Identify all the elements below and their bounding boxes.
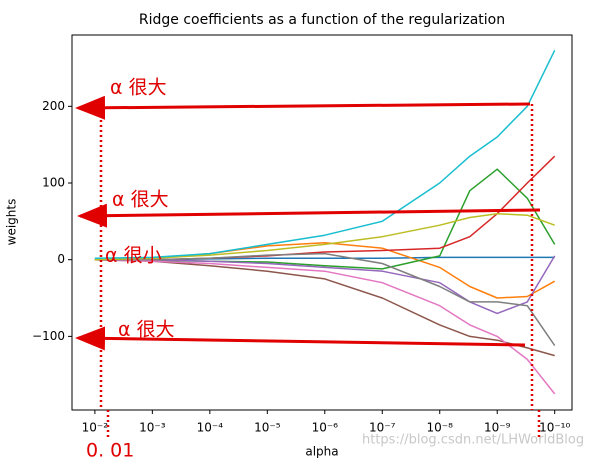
- y-tick-label: 200: [42, 99, 65, 113]
- series-line: [94, 258, 555, 357]
- y-tick-label: −100: [32, 329, 65, 343]
- x-tick-label: 10⁻⁴: [197, 421, 224, 435]
- x-tick-label: 10⁻⁶: [312, 421, 339, 435]
- arrow: [75, 326, 526, 351]
- series-line: [94, 49, 556, 259]
- x-axis-label: alpha: [305, 445, 338, 459]
- annotation: α 很大: [118, 319, 175, 341]
- arrow: [77, 203, 541, 228]
- annotation: α 很小: [105, 245, 162, 267]
- series-line: [94, 212, 555, 261]
- x-tick-label: 10⁻⁸: [427, 421, 454, 435]
- annotation: 0. 01: [86, 440, 134, 460]
- plot-area: 10⁻² 10⁻³ 10⁻⁴ 10⁻⁵ 10⁻⁶ 10⁻⁷ 10⁻⁸ 10⁻⁹ 10⁻¹⁰ −10…: [32, 49, 570, 435]
- annotation: α 很大: [112, 189, 169, 211]
- y-tick-label: 0: [57, 252, 65, 266]
- annotation-layer: α 很大 α 很大 α 很小 α 很大 0. 01: [75, 77, 541, 460]
- plot-frame: [71, 34, 573, 411]
- annotation: α 很大: [110, 77, 167, 99]
- x-tick-label: 10⁻⁷: [369, 421, 396, 435]
- chart-title: Ridge coefficients as a function of the …: [139, 12, 505, 28]
- watermark: https://blog.csdn.net/LHWorldBlog: [362, 433, 584, 448]
- y-axis-label: weights: [5, 199, 19, 246]
- x-tick-label: 10⁻³: [139, 421, 166, 435]
- x-tick-label: 10⁻²: [82, 421, 109, 435]
- series-line: [94, 255, 556, 315]
- x-tick-label: 10⁻¹⁰: [539, 421, 570, 435]
- series-line: [94, 252, 556, 347]
- x-tick-label: 10⁻⁹: [484, 421, 511, 435]
- y-tick-label: 100: [42, 176, 65, 190]
- series-line: [94, 242, 556, 299]
- x-tick-label: 10⁻⁵: [254, 421, 281, 435]
- arrow: [75, 95, 531, 120]
